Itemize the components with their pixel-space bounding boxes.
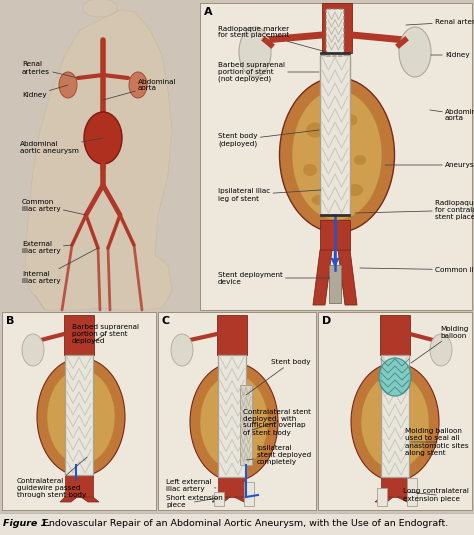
Text: Abdominal
aortic aneurysm: Abdominal aortic aneurysm xyxy=(20,138,103,155)
Ellipse shape xyxy=(343,114,357,126)
Polygon shape xyxy=(338,250,357,305)
Bar xyxy=(65,475,93,497)
Text: Abdominal
aorta: Abdominal aorta xyxy=(430,109,474,121)
Bar xyxy=(217,315,247,355)
Bar xyxy=(214,492,224,506)
Bar xyxy=(158,312,316,510)
Bar xyxy=(320,220,350,250)
Text: Radiopaque marker
for stent placement: Radiopaque marker for stent placement xyxy=(218,26,330,53)
Text: Abdominal
aorta: Abdominal aorta xyxy=(103,79,176,100)
Bar xyxy=(0,513,474,535)
Polygon shape xyxy=(234,497,254,502)
Ellipse shape xyxy=(303,164,317,176)
Ellipse shape xyxy=(82,0,118,17)
Ellipse shape xyxy=(171,334,193,366)
Text: External
iliac artery: External iliac artery xyxy=(22,241,72,255)
Bar xyxy=(240,385,252,465)
Text: Stent body
(deployed): Stent body (deployed) xyxy=(218,130,319,147)
Text: Renal
arteries: Renal arteries xyxy=(22,62,78,78)
Ellipse shape xyxy=(190,363,278,481)
Bar xyxy=(329,265,341,303)
Text: Long contralateral
extension piece: Long contralateral extension piece xyxy=(403,488,469,501)
Text: Barbed suprarenal
portion of stent
deployed: Barbed suprarenal portion of stent deplo… xyxy=(72,324,139,344)
Text: Endovascular Repair of an Abdominal Aortic Aneurysm, with the Use of an Endograf: Endovascular Repair of an Abdominal Aort… xyxy=(40,519,448,529)
Text: Renal artery: Renal artery xyxy=(406,19,474,25)
Bar xyxy=(380,315,410,355)
Text: Contralateral
guidewire passed
through stent body: Contralateral guidewire passed through s… xyxy=(17,457,87,498)
Text: Stent deployment
device: Stent deployment device xyxy=(218,271,330,285)
Text: B: B xyxy=(6,316,14,326)
FancyBboxPatch shape xyxy=(326,9,344,56)
Bar xyxy=(64,315,94,355)
Ellipse shape xyxy=(84,112,122,164)
Ellipse shape xyxy=(399,27,431,77)
Text: Common
iliac artery: Common iliac artery xyxy=(22,198,86,215)
Bar xyxy=(377,488,387,506)
Ellipse shape xyxy=(22,334,44,366)
Text: Radiopaque marker
for contralateral
stent placement: Radiopaque marker for contralateral sten… xyxy=(355,200,474,220)
Ellipse shape xyxy=(354,155,366,165)
Text: A: A xyxy=(204,7,213,17)
Text: Aneurysm: Aneurysm xyxy=(385,162,474,168)
Bar xyxy=(320,55,350,215)
Text: Figure 1.: Figure 1. xyxy=(3,519,51,529)
Ellipse shape xyxy=(129,72,147,98)
Text: Ipsilateral
stent deployed
completely: Ipsilateral stent deployed completely xyxy=(246,445,311,465)
Text: Molding
balloon: Molding balloon xyxy=(411,325,469,363)
Ellipse shape xyxy=(351,363,439,481)
Text: Molding balloon
used to seal all
anastomotic sites
along stent: Molding balloon used to seal all anastom… xyxy=(405,429,469,455)
Polygon shape xyxy=(397,497,417,502)
Text: Kidney: Kidney xyxy=(22,85,68,98)
Bar xyxy=(407,478,417,506)
Text: Common iliac arteries: Common iliac arteries xyxy=(360,267,474,273)
Ellipse shape xyxy=(379,358,411,396)
Ellipse shape xyxy=(347,184,363,196)
Ellipse shape xyxy=(59,72,77,98)
Ellipse shape xyxy=(311,195,325,205)
Text: Internal
iliac artery: Internal iliac artery xyxy=(22,248,98,285)
Text: Ipsilateral iliac
leg of stent: Ipsilateral iliac leg of stent xyxy=(218,188,321,202)
Text: C: C xyxy=(162,316,170,326)
Polygon shape xyxy=(81,497,99,502)
Ellipse shape xyxy=(306,123,324,137)
Bar xyxy=(200,3,472,310)
Text: D: D xyxy=(322,316,331,326)
Ellipse shape xyxy=(280,78,394,233)
Text: Contralateral stent
deployed, with
sufficient overlap
of stent body: Contralateral stent deployed, with suffi… xyxy=(243,409,311,435)
Bar xyxy=(381,355,409,477)
Text: Kidney: Kidney xyxy=(431,52,470,58)
Bar xyxy=(218,477,246,497)
Ellipse shape xyxy=(239,27,271,77)
Bar xyxy=(381,477,409,497)
Ellipse shape xyxy=(47,370,115,464)
Bar xyxy=(244,482,254,506)
Ellipse shape xyxy=(37,358,125,476)
Bar xyxy=(2,312,156,510)
Polygon shape xyxy=(375,497,393,502)
Text: Short extension
piece: Short extension piece xyxy=(166,495,223,508)
Bar xyxy=(318,312,472,510)
Polygon shape xyxy=(25,10,172,310)
Text: Barbed suprarenal
portion of stent
(not deployed): Barbed suprarenal portion of stent (not … xyxy=(218,62,319,82)
Bar xyxy=(322,3,352,53)
Bar xyxy=(65,355,93,475)
Text: Stent body: Stent body xyxy=(246,359,311,395)
Ellipse shape xyxy=(292,90,382,220)
Polygon shape xyxy=(60,497,77,502)
Polygon shape xyxy=(212,497,230,502)
Ellipse shape xyxy=(200,374,268,470)
Polygon shape xyxy=(313,250,332,305)
Ellipse shape xyxy=(430,334,452,366)
Bar xyxy=(218,355,246,477)
Text: Left external
iliac artery: Left external iliac artery xyxy=(166,478,216,492)
Ellipse shape xyxy=(361,374,429,470)
Bar xyxy=(0,0,200,312)
